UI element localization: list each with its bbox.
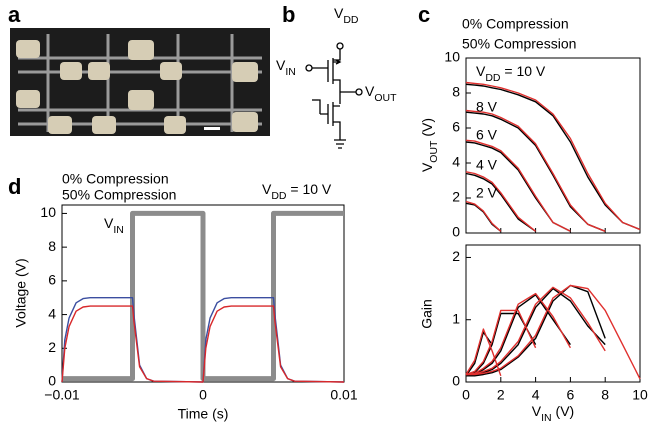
series-line — [465, 111, 606, 232]
x-tick-label: 4 — [532, 387, 540, 403]
circuit — [305, 42, 363, 149]
text-part: V — [262, 181, 272, 197]
x-tick-label: −0.01 — [44, 387, 80, 403]
x-axis-label: VIN (V) — [532, 403, 574, 424]
text-part: IN — [541, 412, 552, 424]
series-line — [466, 284, 606, 377]
series-line — [465, 171, 537, 232]
y-tick-label: 4 — [452, 154, 460, 170]
annotation: VDD = 10 V — [476, 63, 546, 84]
y-tick-label: 0 — [452, 224, 460, 240]
text-part: IN — [285, 66, 296, 78]
series-line — [465, 83, 641, 231]
series-line — [61, 305, 345, 383]
y-tick-label: 1 — [452, 310, 460, 326]
text-part: V — [419, 162, 435, 172]
legend-entry: 50% Compression — [62, 187, 176, 203]
y-tick-label: 0 — [48, 373, 56, 389]
series-line — [465, 200, 502, 232]
series-line — [465, 328, 502, 377]
text-part: DD — [271, 190, 287, 202]
text-part: = 10 V — [501, 63, 546, 79]
y-tick-label: 8 — [452, 84, 460, 100]
series-line — [465, 139, 571, 232]
y-tick-label: 4 — [48, 305, 56, 321]
legend-entry: 0% Compression — [62, 171, 169, 187]
text-part: (V) — [419, 118, 435, 141]
text-part: IN — [113, 224, 124, 236]
panel-letter: d — [8, 174, 21, 199]
device-photo — [10, 28, 270, 136]
panel-letter: b — [282, 2, 295, 27]
annotation: 8 V — [476, 99, 498, 115]
text-part: V — [532, 403, 542, 419]
panel-letter: a — [8, 2, 21, 27]
vdd-label: VDD — [334, 5, 359, 26]
x-tick-label: 8 — [601, 387, 609, 403]
vout-label: VOUT — [365, 83, 397, 104]
series-line — [465, 292, 572, 376]
plot-frame — [465, 57, 641, 234]
series-line — [465, 286, 606, 376]
x-tick-label: 0.01 — [330, 387, 357, 403]
x-tick-label: 0 — [462, 387, 470, 403]
y-tick-label: 2 — [452, 189, 460, 205]
y-axis-label: VOUT (V) — [419, 118, 440, 172]
text-part: DD — [343, 14, 359, 26]
y-tick-label: 2 — [48, 339, 56, 355]
text-part: OUT — [428, 140, 440, 163]
vin-label: VIN — [276, 57, 296, 78]
y-tick-label: 6 — [452, 119, 460, 135]
x-tick-label: 10 — [632, 387, 648, 403]
series-line — [465, 309, 537, 376]
series-line — [466, 284, 641, 380]
panel-letter: c — [418, 2, 430, 27]
x-tick-label: 0 — [199, 387, 207, 403]
series-line — [465, 81, 641, 231]
series-line — [465, 312, 537, 377]
x-tick-label: 2 — [497, 387, 505, 403]
plot-frame — [465, 244, 641, 383]
y-tick-label: 8 — [48, 238, 56, 254]
y-tick-label: 0 — [452, 373, 460, 389]
series-line — [465, 287, 606, 377]
x-tick-label: 6 — [567, 387, 575, 403]
annotation: 4 V — [476, 157, 498, 173]
y-tick-label: 10 — [40, 204, 56, 220]
x-axis-label: Time (s) — [178, 406, 229, 422]
text-part: = 10 V — [287, 181, 332, 197]
series-line — [465, 172, 537, 232]
y-axis-label: Gain — [419, 299, 435, 329]
text-part: V — [276, 57, 286, 73]
text-part: V — [334, 5, 344, 21]
y-tick-label: 2 — [452, 248, 460, 264]
annotation: 6 V — [476, 127, 498, 143]
text-part: (V) — [552, 403, 575, 419]
series-line — [465, 109, 606, 232]
text-part: V — [476, 63, 486, 79]
text-part: V — [365, 83, 375, 99]
text-part: OUT — [374, 92, 397, 104]
legend-entry: 0% Compression — [462, 16, 569, 32]
series-label: VIN — [104, 215, 124, 236]
y-tick-label: 6 — [48, 272, 56, 288]
y-axis-label: Voltage (V) — [13, 258, 29, 327]
legend-entry: 50% Compression — [462, 36, 576, 52]
annotation: 2 V — [476, 185, 498, 201]
y-tick-label: 10 — [444, 49, 460, 65]
text-part: V — [104, 215, 114, 231]
series-line — [62, 210, 344, 382]
annotation: VDD = 10 V — [262, 181, 332, 202]
text-part: DD — [485, 72, 501, 84]
